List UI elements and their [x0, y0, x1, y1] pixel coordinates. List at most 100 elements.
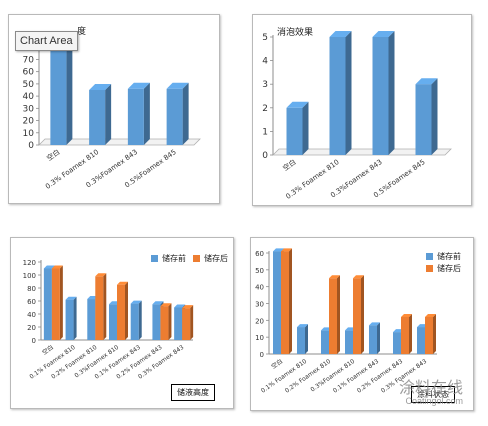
- bar-side: [190, 305, 194, 340]
- y-tick-label: 40: [23, 92, 35, 102]
- bar-after: [401, 313, 412, 354]
- bar-side: [377, 322, 380, 354]
- bar-front: [182, 308, 191, 340]
- bar-before: [369, 322, 380, 354]
- bar-after: [329, 275, 340, 354]
- bar-front: [417, 327, 425, 354]
- y-tick-label: 30: [23, 104, 35, 114]
- y-tick-label: 60: [23, 68, 35, 78]
- y-tick-label: 50: [23, 80, 35, 90]
- bar-front: [87, 299, 96, 340]
- chart-panel-4[interactable]: 0 10 20 30 40 50 60 空白 0.1% Foamex 810 0.2% Foame…: [250, 237, 474, 411]
- legend-item-after: 储存后: [426, 262, 461, 274]
- y-tick-label: 10: [23, 129, 35, 139]
- bar-value: [286, 101, 309, 155]
- bar-top: [182, 305, 194, 309]
- chart-area-tooltip: Chart Area: [15, 31, 78, 51]
- bar-front: [43, 268, 52, 340]
- bar-front: [345, 330, 353, 354]
- bar-side: [143, 82, 150, 145]
- legend-item-before: 储存前: [426, 250, 461, 262]
- bar-before: [130, 300, 142, 340]
- bar-front: [281, 251, 289, 354]
- bar-front: [329, 278, 337, 354]
- bar-after: [281, 248, 292, 354]
- legend-label-before: 储存前: [437, 251, 461, 261]
- y-tick-label: 30: [255, 301, 264, 309]
- y-tick-label: 4: [262, 57, 268, 67]
- bar-side: [289, 248, 292, 354]
- bar-top: [160, 303, 172, 307]
- y-tick-label: 70: [23, 55, 35, 65]
- bar-side: [105, 84, 112, 145]
- bar-top: [117, 281, 128, 285]
- bar-top: [415, 78, 438, 85]
- bar-top: [174, 304, 186, 308]
- bar-side: [361, 275, 364, 354]
- bar-side: [302, 101, 309, 155]
- chart-3-legend-2: 储存后: [193, 252, 228, 264]
- bar-value: [372, 31, 395, 155]
- bar-front: [51, 268, 60, 340]
- legend-swatch-blue: [426, 252, 433, 260]
- bar-front: [50, 44, 67, 145]
- bar-top: [152, 301, 164, 305]
- y-tick-label: 80: [27, 285, 36, 293]
- bar-front: [372, 37, 389, 155]
- bar-after: [51, 265, 63, 340]
- bar-top: [273, 248, 284, 252]
- bar-front: [127, 88, 144, 145]
- chart-panel-2[interactable]: 消泡效果 0 1 2 3 4 5 空白 0.3% Foamex 810 0.3%Foamex 8…: [252, 14, 472, 206]
- chart-panel-1[interactable]: Chart Area 度 0102030405060708090空白0.3% F…: [8, 14, 220, 204]
- y-tick-label: 40: [255, 284, 264, 292]
- bar-front: [321, 330, 329, 354]
- bar-value: [166, 82, 189, 145]
- bar-value: [415, 78, 438, 155]
- bar-top: [369, 322, 380, 326]
- x-tick-label: 空白: [45, 147, 62, 162]
- chart-4-title-box: 涂料状态: [411, 386, 455, 403]
- chart-1-plot: 0102030405060708090空白0.3% Foamex 8100.3%…: [23, 31, 201, 191]
- legend-label-after: 储存后: [437, 263, 461, 273]
- chart-3-title-box: 储液高度: [171, 384, 215, 401]
- bar-top: [65, 296, 77, 300]
- y-tick-label: 120: [23, 259, 36, 267]
- bar-after: [95, 273, 107, 340]
- bar-value: [50, 38, 73, 145]
- y-tick-label: 20: [27, 324, 36, 332]
- bar-side: [431, 78, 438, 155]
- legend-item-before: 储存前: [151, 252, 186, 264]
- y-tick-label: 0: [262, 151, 268, 161]
- bar-after: [117, 281, 128, 340]
- legend-item-after: 储存后: [193, 252, 228, 264]
- y-tick-label: 100: [23, 272, 36, 280]
- bar-after: [425, 313, 436, 354]
- bar-top: [372, 31, 395, 37]
- bar-front: [130, 303, 139, 340]
- bar-front: [401, 316, 409, 354]
- bar-side: [168, 303, 172, 340]
- y-tick-label: 10: [255, 334, 264, 342]
- chart-2-title: 消泡效果: [277, 28, 314, 38]
- bar-front: [393, 332, 401, 354]
- bar-front: [117, 284, 125, 340]
- bar-side: [305, 324, 308, 354]
- bar-front: [166, 88, 183, 145]
- chart-4-legend: 储存前 储存后: [426, 250, 461, 274]
- y-tick-label: 3: [262, 80, 268, 90]
- y-tick-label: 0: [28, 141, 34, 151]
- bar-top: [89, 84, 112, 90]
- bar-value: [329, 31, 352, 155]
- y-tick-label: 1: [262, 127, 268, 137]
- bar-side: [66, 38, 73, 145]
- bar-side: [433, 313, 436, 354]
- y-tick-label: 0: [260, 351, 264, 359]
- chart-panel-3[interactable]: 0 20 40 60 80 100 120 空白 0.1% Foamex 810 0.2% Foa…: [10, 237, 234, 409]
- bar-before: [65, 296, 77, 340]
- legend-swatch-blue: [151, 254, 158, 262]
- bar-side: [388, 31, 395, 155]
- bar-top: [130, 300, 142, 304]
- bar-side: [409, 313, 412, 354]
- y-tick-label: 5: [262, 33, 268, 43]
